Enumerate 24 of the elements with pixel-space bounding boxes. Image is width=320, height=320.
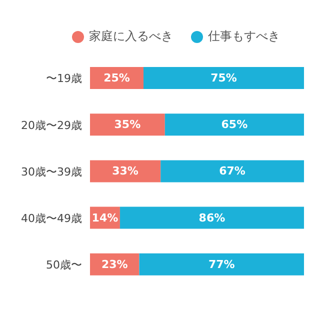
data-label: 75%: [210, 72, 237, 84]
data-label: 77%: [208, 258, 235, 271]
y-tick-label: 50歳〜: [46, 258, 82, 272]
data-label: 86%: [198, 211, 226, 224]
legend-label: 仕事もすべき: [207, 28, 280, 45]
bar: [139, 253, 304, 276]
bar: [144, 67, 304, 89]
y-tick-label: 〜19歳: [46, 72, 82, 86]
data-label: 25%: [104, 72, 130, 84]
data-label: 33%: [112, 164, 138, 178]
y-tick-label: 30歳〜39歳: [21, 165, 82, 178]
data-label: 67%: [219, 164, 246, 178]
bar: [164, 114, 304, 136]
data-label: 35%: [114, 118, 141, 132]
data-label: 23%: [101, 258, 128, 271]
y-tick-label: 20歳〜29歳: [21, 118, 82, 132]
data-label: 65%: [221, 118, 248, 132]
legend-label: 家庭に入るべき: [88, 28, 173, 45]
data-label: 14%: [92, 211, 118, 224]
bar: [90, 114, 165, 136]
bar: [90, 160, 161, 182]
bar: [160, 160, 304, 182]
y-tick-label: 40歳〜49歳: [21, 212, 82, 226]
bar: [120, 206, 304, 229]
